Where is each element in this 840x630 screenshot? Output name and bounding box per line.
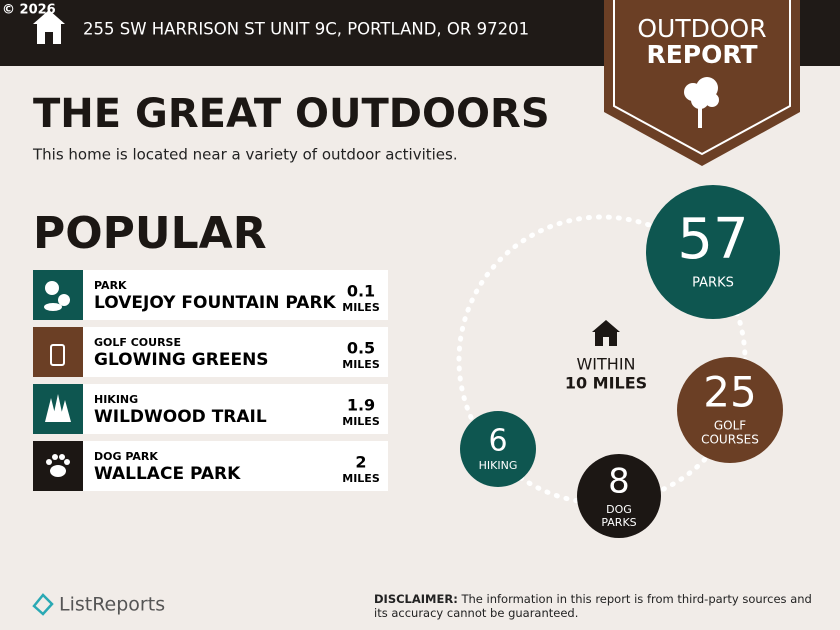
icon: [50, 344, 65, 366]
distance: 2: [355, 453, 366, 472]
count: 25: [703, 368, 756, 417]
subtitle: This home is located near a variety of o…: [32, 146, 458, 164]
row: [83, 441, 388, 491]
count-label: GOLF: [714, 419, 746, 433]
icon: [45, 281, 59, 295]
count: 6: [488, 424, 507, 459]
unit: MILES: [342, 301, 380, 314]
distance: 0.5: [347, 339, 375, 358]
disclaimer-label: DISCLAIMER:: [374, 592, 458, 606]
badge-border: [613, 0, 791, 156]
count-label: HIKING: [479, 459, 518, 472]
tree-icon: [684, 77, 719, 128]
icon-box: [33, 270, 83, 320]
category: DOG PARK: [94, 450, 158, 463]
count-circle: [577, 454, 661, 538]
home-icon: [33, 10, 65, 44]
brand: ListReports: [59, 594, 165, 616]
popular-list: PARK LOVEJOY FOUNTAIN PARK 0.1 MILES GOL…: [33, 270, 388, 491]
popular-heading: POPULAR: [33, 208, 267, 259]
radius: 10 MILES: [565, 374, 647, 393]
home-door: [603, 337, 609, 346]
unit: MILES: [342, 472, 380, 485]
name: WILDWOOD TRAIL: [94, 407, 267, 427]
icon: [45, 394, 71, 422]
count-label: COURSES: [701, 433, 759, 447]
distance: 0.1: [347, 282, 375, 301]
home-door: [45, 32, 53, 44]
unit: MILES: [342, 415, 380, 428]
distance: 1.9: [347, 396, 375, 415]
badge-line1: OUTDOOR: [637, 14, 766, 43]
count-label: PARKS: [601, 516, 636, 529]
count: 57: [677, 207, 748, 272]
home-icon: [592, 320, 620, 346]
icon-box: [33, 327, 83, 377]
address: 255 SW HARRISON ST UNIT 9C, PORTLAND, OR…: [83, 20, 529, 39]
badge-line2: REPORT: [646, 40, 757, 69]
count-label: DOG: [606, 503, 632, 516]
category: GOLF COURSE: [94, 336, 181, 349]
within: WITHIN: [576, 355, 635, 374]
disclaimer: DISCLAIMER: The information in this repo…: [374, 592, 824, 620]
icon: [44, 303, 62, 311]
count: 8: [608, 462, 630, 502]
row: [83, 384, 388, 434]
count-circle: [460, 411, 536, 487]
unit: MILES: [342, 358, 380, 371]
count-label: PARKS: [692, 276, 734, 291]
row: [83, 327, 388, 377]
name: LOVEJOY FOUNTAIN PARK: [94, 293, 337, 313]
name: WALLACE PARK: [94, 464, 241, 484]
disclaimer-text: The information in this report is from t…: [374, 592, 812, 620]
watermark: © 2026: [2, 3, 56, 18]
name: GLOWING GREENS: [94, 350, 269, 370]
category: PARK: [94, 279, 127, 292]
count-circle: [646, 185, 780, 319]
count-circle: [677, 357, 783, 463]
paw-icon: [46, 454, 70, 477]
row: [83, 270, 388, 320]
icon: [58, 294, 70, 306]
logo-icon: [32, 593, 54, 616]
category: HIKING: [94, 393, 138, 406]
title: THE GREAT OUTDOORS: [33, 91, 550, 137]
